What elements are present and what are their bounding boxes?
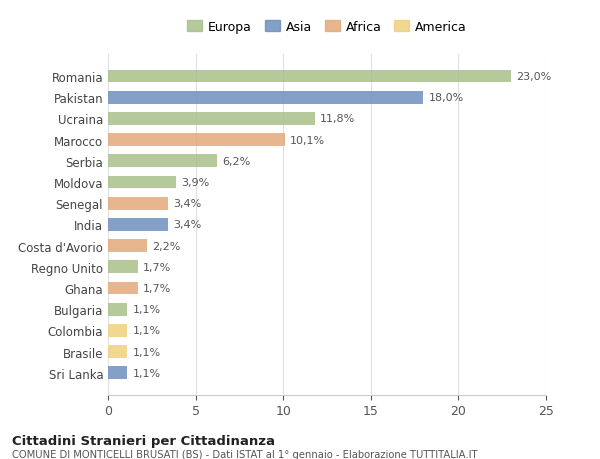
Legend: Europa, Asia, Africa, America: Europa, Asia, Africa, America: [183, 17, 471, 38]
Bar: [108, 71, 511, 83]
Bar: [108, 303, 127, 316]
Text: 10,1%: 10,1%: [290, 135, 325, 146]
Text: 6,2%: 6,2%: [222, 157, 250, 167]
Text: 2,2%: 2,2%: [152, 241, 180, 251]
Text: 1,1%: 1,1%: [133, 304, 161, 314]
Bar: [108, 197, 167, 210]
Bar: [108, 155, 217, 168]
Text: 1,1%: 1,1%: [133, 326, 161, 336]
Text: 1,1%: 1,1%: [133, 347, 161, 357]
Bar: [108, 261, 138, 274]
Bar: [108, 325, 127, 337]
Text: 1,7%: 1,7%: [143, 283, 171, 293]
Bar: [108, 113, 315, 125]
Text: 3,4%: 3,4%: [173, 220, 201, 230]
Text: 1,7%: 1,7%: [143, 262, 171, 272]
Text: 11,8%: 11,8%: [320, 114, 355, 124]
Bar: [108, 218, 167, 231]
Bar: [108, 346, 127, 358]
Bar: [108, 134, 285, 147]
Text: 3,4%: 3,4%: [173, 199, 201, 209]
Bar: [108, 240, 146, 252]
Bar: [108, 367, 127, 379]
Bar: [108, 92, 424, 104]
Bar: [108, 282, 138, 295]
Bar: [108, 176, 176, 189]
Text: 23,0%: 23,0%: [516, 72, 551, 82]
Text: COMUNE DI MONTICELLI BRUSATI (BS) - Dati ISTAT al 1° gennaio - Elaborazione TUTT: COMUNE DI MONTICELLI BRUSATI (BS) - Dati…: [12, 449, 478, 459]
Text: Cittadini Stranieri per Cittadinanza: Cittadini Stranieri per Cittadinanza: [12, 434, 275, 447]
Text: 18,0%: 18,0%: [428, 93, 464, 103]
Text: 1,1%: 1,1%: [133, 368, 161, 378]
Text: 3,9%: 3,9%: [182, 178, 210, 188]
